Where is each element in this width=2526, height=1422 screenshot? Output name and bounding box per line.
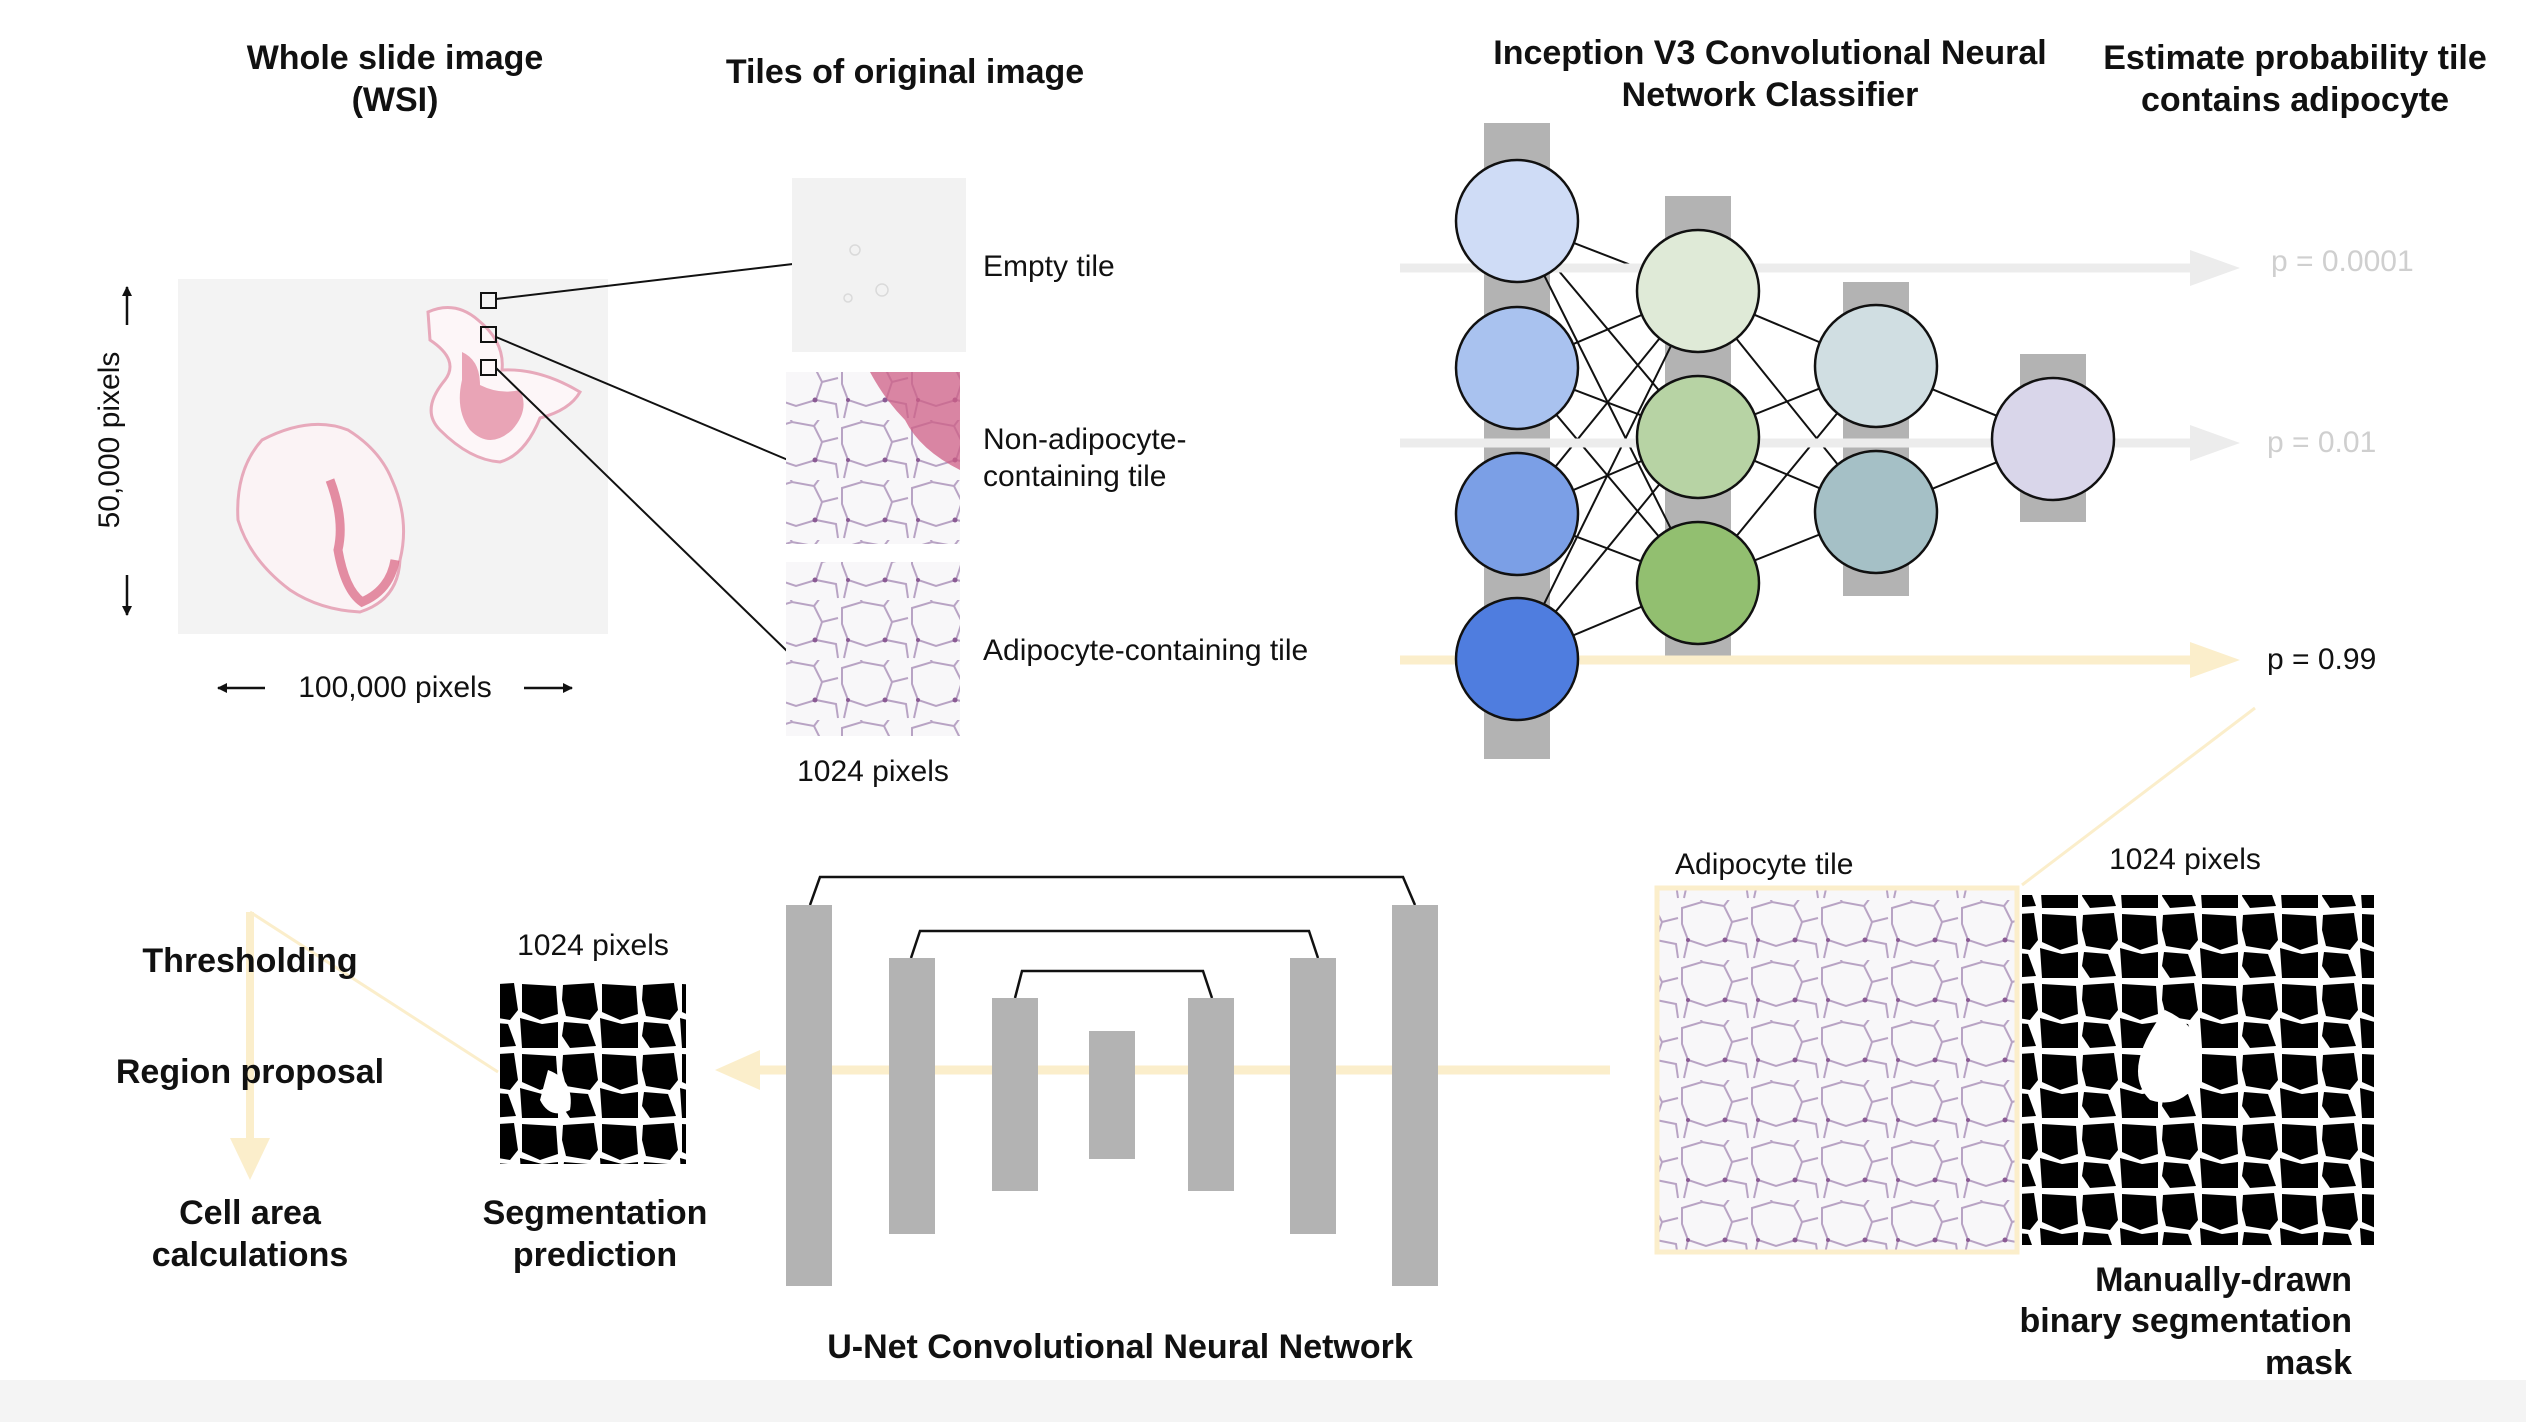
mask-caption-line1: Manually-drawn bbox=[2095, 1261, 2352, 1299]
inception-heading-line2: Network Classifier bbox=[1621, 76, 1919, 114]
wsi-height-label: 50,000 pixels bbox=[93, 351, 126, 529]
skip-connection-inner bbox=[1013, 969, 1214, 999]
inception-network bbox=[1400, 123, 2240, 759]
hidden1-node bbox=[1635, 228, 1761, 354]
flow-arrowhead-empty bbox=[2190, 250, 2240, 286]
adipocyte-tile-label: Adipocyte-containing tile bbox=[983, 634, 1309, 667]
empty-tile-speck bbox=[849, 244, 861, 256]
hidden1-node bbox=[1635, 520, 1761, 646]
unet-network bbox=[786, 875, 1438, 1286]
hidden2-node bbox=[1813, 303, 1939, 429]
unet-block-bottleneck bbox=[1089, 1031, 1135, 1159]
unet-heading: U-Net Convolutional Neural Network bbox=[827, 1328, 1413, 1366]
non-adipocyte-tile-label-line1: Non-adipocyte- bbox=[983, 423, 1187, 456]
skip-connection-outer bbox=[808, 875, 1417, 906]
tile-marker-adipocyte bbox=[480, 359, 497, 376]
link-to-postprocessing bbox=[249, 910, 499, 1074]
cell-area-step-line2: calculations bbox=[151, 1236, 349, 1274]
probability-adipocyte: p = 0.99 bbox=[2267, 643, 2377, 676]
empty-tile-image bbox=[792, 178, 966, 352]
zoom-line-adipocyte bbox=[495, 367, 789, 653]
inception-heading-line1: Inception V3 Convolutional Neural bbox=[1493, 34, 2047, 72]
postprocessing-arrowhead bbox=[230, 1138, 270, 1180]
empty-tile-speck bbox=[843, 293, 853, 303]
input-node bbox=[1454, 451, 1580, 577]
cell-area-step-line1: Cell area bbox=[179, 1194, 321, 1232]
non-adipocyte-tile-label-line2: containing tile bbox=[983, 460, 1167, 493]
hidden2-node bbox=[1813, 449, 1939, 575]
tissue-stain-lower bbox=[325, 478, 400, 608]
wsi-heading-line2: (WSI) bbox=[351, 81, 439, 119]
adipocyte-tile-image bbox=[786, 562, 960, 736]
unet-block-dec2 bbox=[1290, 958, 1336, 1234]
estimate-heading-line2: contains adipocyte bbox=[2141, 81, 2449, 119]
skip-connection-middle bbox=[909, 929, 1320, 959]
input-node bbox=[1454, 596, 1580, 722]
training-adipocyte-tile-image bbox=[1654, 885, 2020, 1255]
wsi-heading-line1: Whole slide image bbox=[246, 39, 544, 77]
probability-empty: p = 0.0001 bbox=[2271, 245, 2414, 278]
network-connection bbox=[1516, 290, 1699, 660]
thresholding-step: Thresholding bbox=[142, 942, 358, 980]
network-nodes bbox=[1454, 158, 2116, 722]
output-node bbox=[1990, 376, 2116, 502]
segmentation-mask-gap bbox=[2138, 1010, 2202, 1103]
prediction-caption-line1: Segmentation bbox=[482, 1194, 708, 1232]
probability-non-adipocyte: p = 0.01 bbox=[2267, 426, 2377, 459]
input-node bbox=[1454, 305, 1580, 431]
unet-block-dec3 bbox=[1188, 998, 1234, 1191]
adipocyte-tile-caption: Adipocyte tile bbox=[1675, 848, 1854, 881]
zoom-line-empty bbox=[495, 263, 794, 300]
mask-size-label: 1024 pixels bbox=[2109, 843, 2261, 876]
estimate-heading-line1: Estimate probability tile bbox=[2103, 39, 2487, 77]
mask-caption-line3: mask bbox=[2265, 1344, 2352, 1382]
unet-block-enc1 bbox=[786, 905, 832, 1286]
empty-tile-label: Empty tile bbox=[983, 250, 1115, 283]
unet-block-enc2 bbox=[889, 958, 935, 1234]
link-to-adipocyte-tile bbox=[2021, 706, 2256, 887]
unet-block-dec1 bbox=[1392, 905, 1438, 1286]
empty-tile-speck bbox=[875, 283, 889, 297]
tile-size-label: 1024 pixels bbox=[797, 755, 949, 788]
unet-block-enc3 bbox=[992, 998, 1038, 1191]
non-adipocyte-tile-stain bbox=[870, 372, 960, 470]
region-proposal-step: Region proposal bbox=[115, 1053, 385, 1091]
prediction-size-label: 1024 pixels bbox=[517, 929, 669, 962]
flow-arrowhead-non-adipocyte bbox=[2190, 425, 2240, 461]
unet-flow-arrowhead bbox=[715, 1050, 760, 1090]
tile-marker-empty bbox=[480, 292, 497, 309]
tile-marker-non-adipocyte bbox=[480, 326, 497, 343]
segmentation-prediction-image bbox=[500, 978, 686, 1164]
wsi-width-label: 100,000 pixels bbox=[298, 671, 492, 704]
hidden1-node bbox=[1635, 374, 1761, 500]
tissue-section-lower bbox=[236, 422, 406, 614]
prediction-caption-line2: prediction bbox=[512, 1236, 678, 1274]
mask-caption-line2: binary segmentation bbox=[2019, 1302, 2352, 1340]
flow-arrowhead-adipocyte bbox=[2190, 642, 2240, 678]
zoom-line-non-adipocyte bbox=[495, 336, 789, 461]
tissue-stain-upper bbox=[459, 352, 524, 440]
tiles-heading: Tiles of original image bbox=[725, 53, 1085, 91]
bottom-band bbox=[0, 1380, 2526, 1422]
segmentation-prediction-gap bbox=[540, 1070, 571, 1114]
input-node bbox=[1454, 158, 1580, 284]
